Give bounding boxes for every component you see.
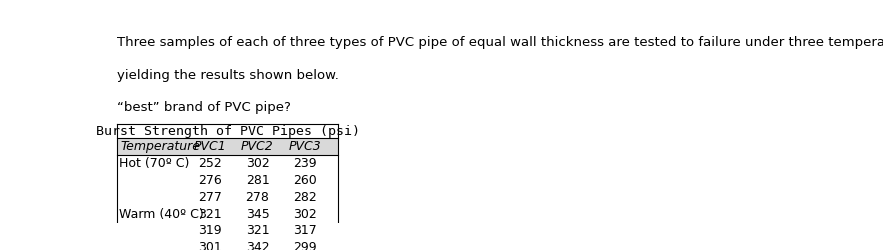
Text: 281: 281 xyxy=(245,174,269,187)
Text: Temperature: Temperature xyxy=(121,140,200,153)
Text: 345: 345 xyxy=(245,208,269,220)
Text: 302: 302 xyxy=(293,208,317,220)
Text: 282: 282 xyxy=(293,190,317,203)
Text: PVC2: PVC2 xyxy=(241,140,274,153)
Text: 321: 321 xyxy=(198,208,222,220)
Text: 342: 342 xyxy=(245,242,269,250)
Text: Warm (40º C): Warm (40º C) xyxy=(119,208,204,220)
Text: 301: 301 xyxy=(198,242,222,250)
Text: 321: 321 xyxy=(245,224,269,237)
Text: PVC1: PVC1 xyxy=(193,140,226,153)
Text: “best” brand of PVC pipe?: “best” brand of PVC pipe? xyxy=(117,101,291,114)
Text: 260: 260 xyxy=(293,174,317,187)
Text: Burst Strength of PVC Pipes (psi): Burst Strength of PVC Pipes (psi) xyxy=(95,124,359,138)
Text: 317: 317 xyxy=(293,224,317,237)
Bar xyxy=(117,138,338,155)
Text: 276: 276 xyxy=(198,174,222,187)
Text: 302: 302 xyxy=(245,157,269,170)
Text: 319: 319 xyxy=(198,224,222,237)
Text: 278: 278 xyxy=(245,190,269,203)
Text: 277: 277 xyxy=(198,190,222,203)
Text: Three samples of each of three types of PVC pipe of equal wall thickness are tes: Three samples of each of three types of … xyxy=(117,36,883,49)
Text: 239: 239 xyxy=(293,157,317,170)
Text: Hot (70º C): Hot (70º C) xyxy=(119,157,190,170)
Text: PVC3: PVC3 xyxy=(289,140,321,153)
Text: 252: 252 xyxy=(198,157,222,170)
Text: yielding the results shown below.: yielding the results shown below. xyxy=(117,68,343,82)
Text: 299: 299 xyxy=(293,242,317,250)
